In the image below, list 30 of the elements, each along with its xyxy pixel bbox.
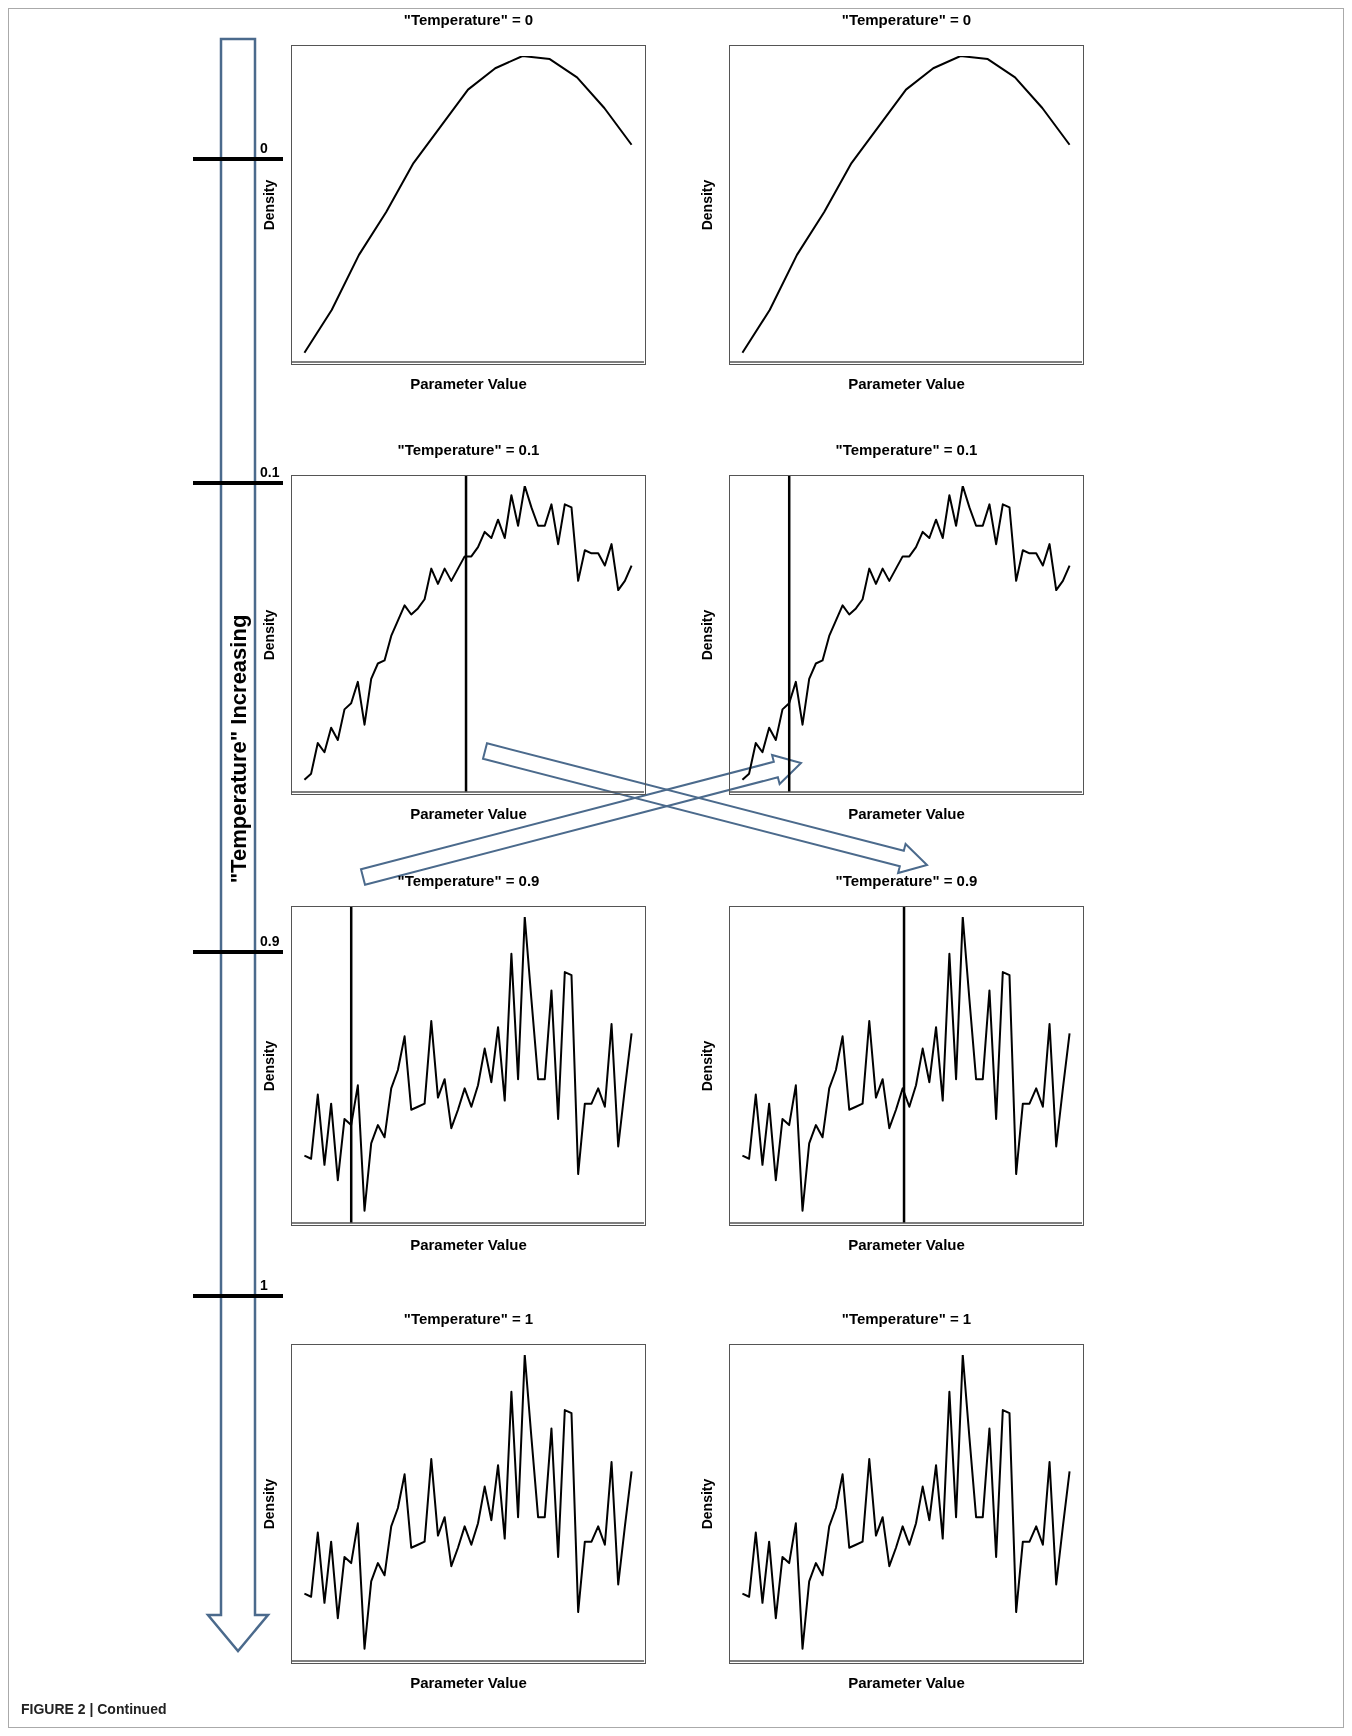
chart-title: "Temperature" = 0.9 xyxy=(396,872,541,889)
caption: FIGURE 2 | Continued xyxy=(21,1701,167,1717)
text: 0.1 xyxy=(260,464,280,480)
y-axis-title: Density xyxy=(699,609,716,661)
x-axis-title: Parameter Value xyxy=(409,1236,528,1253)
x-axis-title: Parameter Value xyxy=(409,1674,528,1691)
x-axis-title: Parameter Value xyxy=(847,1236,966,1253)
chart-title: "Temperature" = 0.9 xyxy=(834,872,979,889)
chart-title: "Temperature" = 0 xyxy=(840,11,973,28)
text: "Temperature" Increasing xyxy=(226,614,251,884)
y-axis-title: Density xyxy=(699,1478,716,1530)
chart-title: "Temperature" = 1 xyxy=(402,1310,535,1327)
chart-title: "Temperature" = 0.1 xyxy=(396,441,541,458)
y-axis-title: Density xyxy=(261,609,278,661)
x-axis-title: Parameter Value xyxy=(409,805,528,822)
chart-title: "Temperature" = 1 xyxy=(840,1310,973,1327)
x-axis-title: Parameter Value xyxy=(847,805,966,822)
x-axis-title: Parameter Value xyxy=(847,1674,966,1691)
y-axis-title: Density xyxy=(699,1040,716,1092)
chart-title: "Temperature" = 0 xyxy=(402,11,535,28)
y-axis-title: Density xyxy=(699,179,716,231)
text: 1 xyxy=(260,1277,268,1293)
y-axis-title: Density xyxy=(261,1478,278,1530)
text: 0 xyxy=(260,140,268,156)
x-axis-title: Parameter Value xyxy=(847,375,966,392)
y-axis-title: Density xyxy=(261,179,278,231)
text: 0.9 xyxy=(260,933,280,949)
y-axis-title: Density xyxy=(261,1040,278,1092)
chart-title: "Temperature" = 0.1 xyxy=(834,441,979,458)
x-axis-title: Parameter Value xyxy=(409,375,528,392)
